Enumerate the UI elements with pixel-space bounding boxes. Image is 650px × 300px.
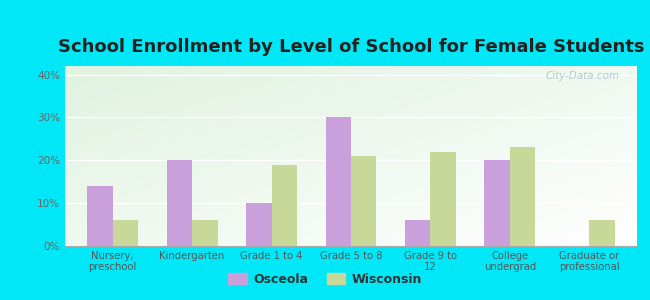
Bar bbox=[192, 220, 218, 246]
Bar bbox=[351, 156, 376, 246]
Bar bbox=[590, 220, 615, 246]
Legend: Osceola, Wisconsin: Osceola, Wisconsin bbox=[223, 268, 427, 291]
Bar bbox=[405, 220, 430, 246]
Bar bbox=[272, 165, 297, 246]
Bar bbox=[246, 203, 272, 246]
Bar bbox=[484, 160, 510, 246]
Title: School Enrollment by Level of School for Female Students: School Enrollment by Level of School for… bbox=[58, 38, 644, 56]
Bar bbox=[112, 220, 138, 246]
Bar bbox=[166, 160, 192, 246]
Bar bbox=[87, 186, 112, 246]
Bar bbox=[326, 117, 351, 246]
Bar bbox=[430, 152, 456, 246]
Bar bbox=[510, 147, 536, 246]
Text: City-Data.com: City-Data.com bbox=[546, 71, 620, 81]
